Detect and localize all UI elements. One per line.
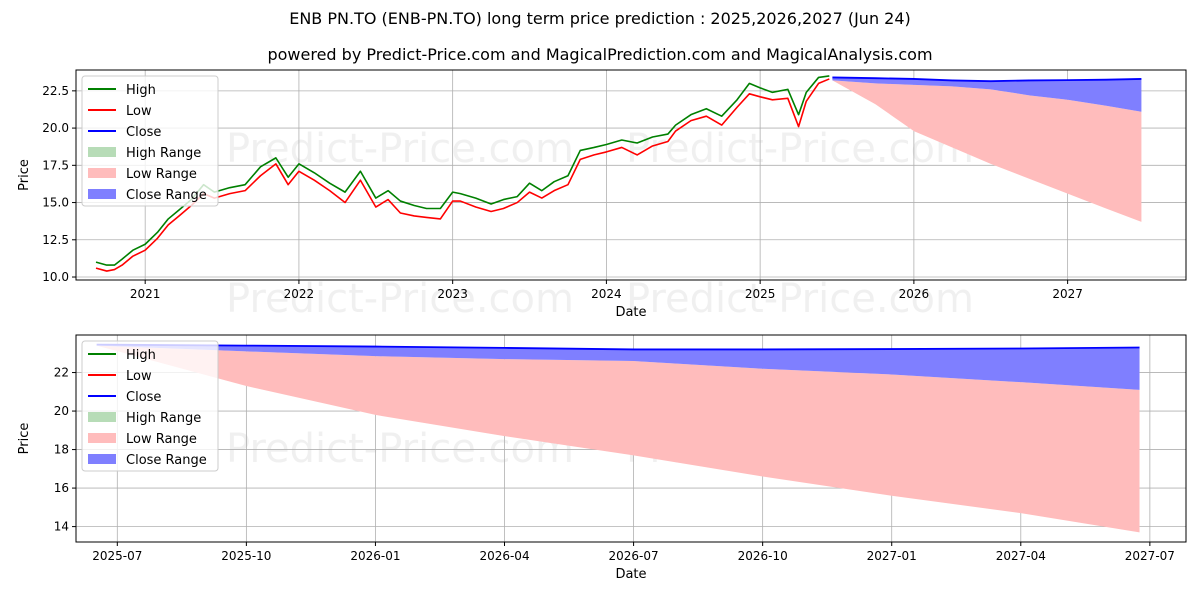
x-tick-label: 2022 xyxy=(284,287,315,301)
y-tick-label: 20 xyxy=(54,404,69,418)
legend-swatch-close_range xyxy=(88,454,116,464)
y-tick-label: 15.0 xyxy=(42,196,69,210)
legend-swatch-high_range xyxy=(88,412,116,422)
plot-area xyxy=(96,343,1140,533)
legend-swatch-close_range xyxy=(88,189,116,199)
legend: High Low Close High Range Low Range Close Ran… xyxy=(81,340,219,472)
legend-label-high_range: High Range xyxy=(126,146,201,161)
legend: High Low Close High Range Low Range Close Ran… xyxy=(81,75,219,207)
x-tick-label: 2027-01 xyxy=(867,549,917,563)
close-range-band xyxy=(832,77,1142,112)
legend-swatch-low_range xyxy=(88,433,116,443)
close-series-line xyxy=(96,343,1140,351)
panel-1: Predict-Price.comPredict-Price.com2025-0… xyxy=(17,334,1187,582)
x-tick-label: 2027-04 xyxy=(996,549,1046,563)
watermark: Predict-Price.com xyxy=(626,126,974,172)
x-tick-label: 2027 xyxy=(1052,287,1083,301)
legend-swatch-high_range xyxy=(88,147,116,157)
y-tick-label: 22.5 xyxy=(42,84,69,98)
y-tick-label: 14 xyxy=(54,520,69,534)
y-axis-label: Price xyxy=(17,423,32,455)
x-tick-label: 2025-10 xyxy=(221,549,271,563)
y-tick-label: 12.5 xyxy=(42,233,69,247)
panel-0: Predict-Price.com Predict-Price.com Predic… xyxy=(17,69,1187,322)
x-tick-label: 2021 xyxy=(130,287,161,301)
x-tick-label: 2023 xyxy=(437,287,468,301)
x-tick-label: 2026-07 xyxy=(609,549,659,563)
close-range-band xyxy=(96,344,1140,390)
plot-area xyxy=(95,75,1142,272)
low-range-band xyxy=(832,80,1142,222)
close-series-line xyxy=(832,76,1142,83)
y-tick-label: 22 xyxy=(54,366,69,380)
legend-label-low_range: Low Range xyxy=(126,167,197,182)
y-axis-label: Price xyxy=(17,159,32,191)
x-tick-label: 2024 xyxy=(591,287,622,301)
legend-label-low_range: Low Range xyxy=(126,432,197,447)
x-tick-label: 2026-04 xyxy=(479,549,529,563)
chart-subtitle: powered by Predict-Price.com and Magical… xyxy=(267,45,933,64)
x-tick-label: 2027-07 xyxy=(1125,549,1175,563)
watermark: Predict-Price.com xyxy=(226,276,574,322)
legend-label-close: Close xyxy=(126,125,161,140)
legend-label-low: Low xyxy=(126,104,152,119)
y-tick-label: 10.0 xyxy=(42,270,69,284)
legend-label-close_range: Close Range xyxy=(126,453,207,468)
y-tick-label: 17.5 xyxy=(42,158,69,172)
legend-label-close: Close xyxy=(126,390,161,405)
legend-swatch-low_range xyxy=(88,168,116,178)
legend-label-high: High xyxy=(126,83,156,98)
x-tick-label: 2026 xyxy=(899,287,930,301)
low-range-band xyxy=(96,345,1140,533)
axes-frame xyxy=(75,334,1187,543)
x-tick-label: 2026-01 xyxy=(350,549,400,563)
y-tick-label: 20.0 xyxy=(42,121,69,135)
y-tick-label: 18 xyxy=(54,443,69,457)
x-axis-label: Date xyxy=(615,567,646,582)
x-axis-label: Date xyxy=(615,305,646,320)
x-tick-label: 2026-10 xyxy=(738,549,788,563)
watermark: Predict-Price.com xyxy=(626,276,974,322)
legend-label-low: Low xyxy=(126,369,152,384)
x-tick-label: 2025 xyxy=(745,287,776,301)
y-tick-label: 16 xyxy=(54,481,69,495)
legend-label-high: High xyxy=(126,348,156,363)
chart-title: ENB PN.TO (ENB-PN.TO) long term price pr… xyxy=(289,9,911,28)
x-tick-label: 2025-07 xyxy=(92,549,142,563)
axes-frame xyxy=(75,69,1187,281)
legend-label-high_range: High Range xyxy=(126,411,201,426)
legend-label-close_range: Close Range xyxy=(126,188,207,203)
watermark: Predict-Price.com xyxy=(226,126,574,172)
